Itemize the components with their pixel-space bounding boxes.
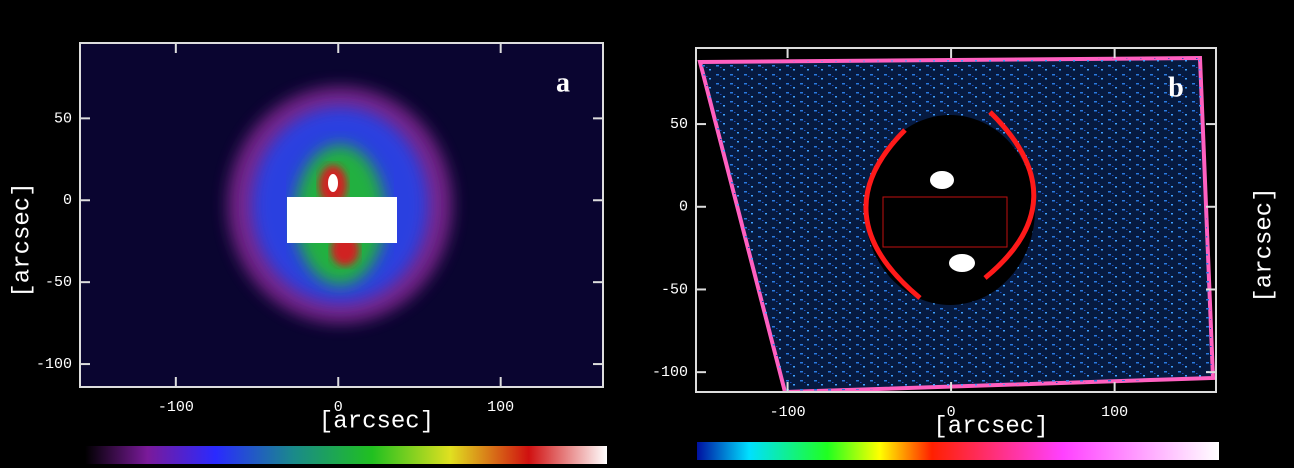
- y-tick-label: 50: [670, 116, 688, 133]
- image-a: [80, 43, 603, 387]
- y-tick-label: 0: [679, 199, 688, 216]
- y-tick-label: -50: [45, 274, 72, 291]
- plot-frame: [695, 47, 1217, 393]
- panel-label: b: [1168, 72, 1184, 103]
- x-tick-label: -100: [158, 399, 194, 416]
- colorbar: [85, 446, 607, 464]
- y-tick-label: -50: [661, 281, 688, 298]
- y-tick-label: -100: [652, 364, 688, 381]
- x-tick-label: 100: [487, 399, 514, 416]
- x-tick-label: -100: [770, 404, 806, 421]
- image-b: [696, 48, 1216, 392]
- y-axis-label: [arcsec]: [1251, 187, 1278, 302]
- y-tick-label: 50: [54, 110, 72, 127]
- y-tick-label: -100: [36, 356, 72, 373]
- y-tick-label: 0: [63, 192, 72, 209]
- panel-label: a: [556, 67, 570, 98]
- colorbar: [697, 442, 1219, 460]
- x-tick-label: 100: [1101, 404, 1128, 421]
- plot-frame: [79, 42, 604, 388]
- x-axis-label: [arcsec]: [319, 408, 434, 435]
- y-axis-label: [arcsec]: [9, 182, 36, 297]
- x-axis-label: [arcsec]: [933, 413, 1048, 440]
- x-tick-label: 0: [334, 399, 343, 416]
- x-tick-label: 0: [947, 404, 956, 421]
